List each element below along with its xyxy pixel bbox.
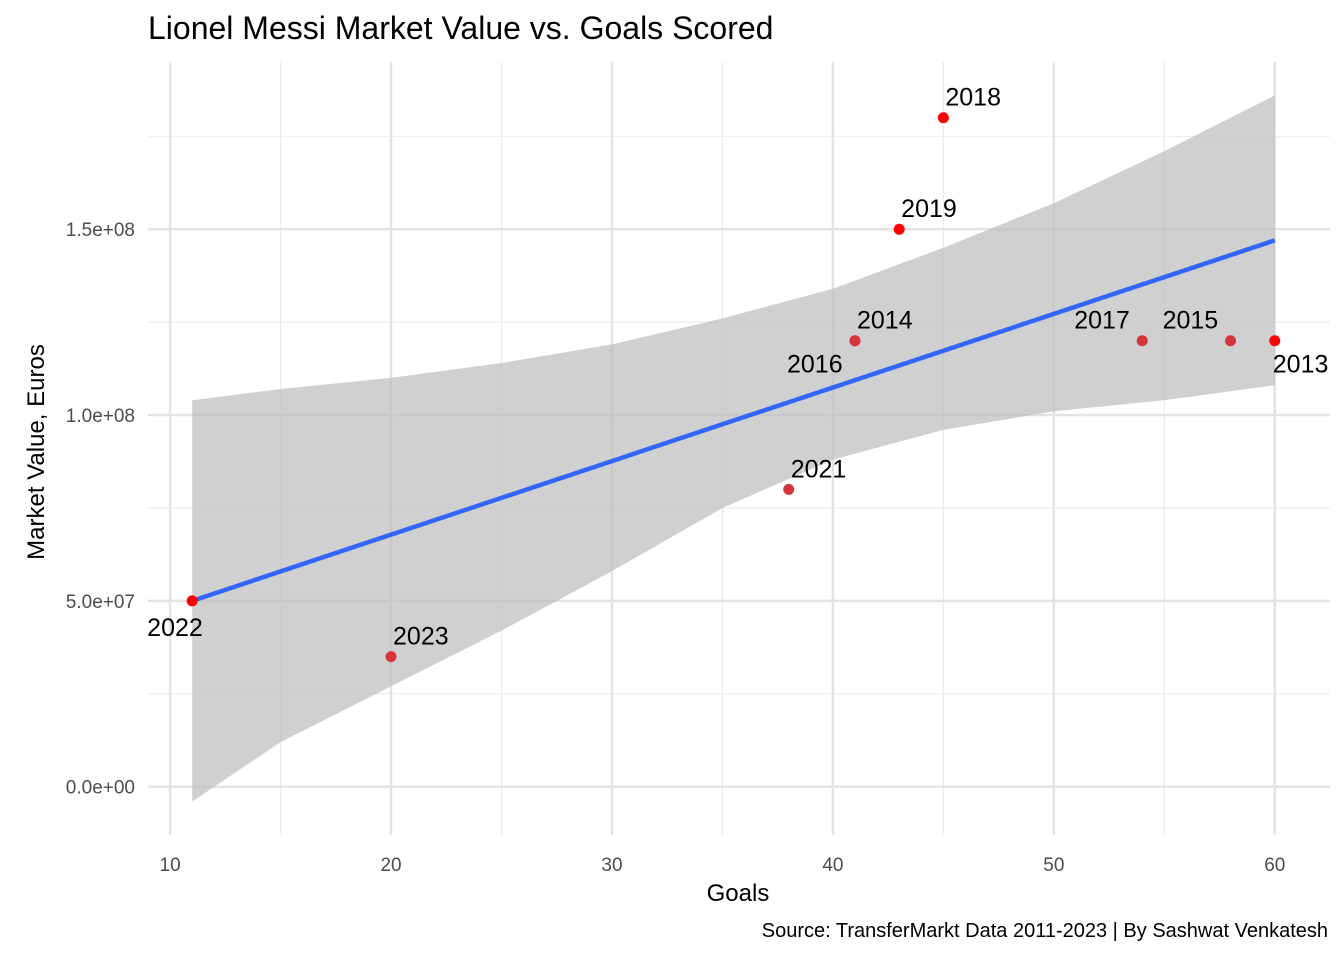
point-label-2021: 2021 [791,455,847,483]
point-label-2017: 2017 [1074,307,1130,335]
confidence-band-layer [192,95,1275,802]
x-tick-label: 50 [1043,855,1064,876]
y-tick-labels: 0.0e+00 5.0e+07 1.0e+08 1.5e+08 [66,220,135,798]
y-tick-label: 0.0e+00 [66,778,135,799]
y-tick-label: 1.5e+08 [66,220,135,241]
point-label-2013: 2013 [1273,351,1329,379]
data-point-2016 [849,335,861,347]
data-point-2018 [937,112,949,124]
point-label-2015: 2015 [1163,307,1219,335]
confidence-band [192,95,1275,802]
trend-line [191,238,1276,604]
point-label-2018: 2018 [945,84,1001,112]
chart-title: Lionel Messi Market Value vs. Goals Scor… [148,10,774,46]
y-axis-title: Market Value, Euros [23,344,50,560]
point-label-2014: 2014 [857,307,913,335]
y-tick-label: 1.0e+08 [66,406,135,427]
point-label-2022: 2022 [147,614,203,642]
chart-caption: Source: TransferMarkt Data 2011-2023 | B… [761,920,1328,942]
x-tick-label: 10 [160,855,181,876]
y-tick-label: 5.0e+07 [66,592,135,613]
data-point-2015 [1225,335,1237,347]
data-point-2013 [1269,335,1281,347]
point-label-2019: 2019 [901,195,957,223]
point-labels: 2013 2014 2015 2016 2017 2018 2019 2021 2022 2023 [147,84,1328,651]
x-tick-label: 20 [380,855,401,876]
data-point-2017 [1136,335,1148,347]
x-tick-label: 60 [1264,855,1285,876]
x-tick-label: 30 [601,855,622,876]
point-label-2016: 2016 [787,351,843,379]
trend-line-layer [191,238,1276,604]
data-point-2023 [385,651,397,663]
x-tick-labels: 10 20 30 40 50 60 [160,855,1286,876]
data-point-2021 [783,483,795,495]
data-point-2022 [186,595,198,607]
x-tick-label: 40 [822,855,843,876]
x-axis-title: Goals [707,880,770,907]
data-point-2019 [893,223,905,235]
data-points [186,112,1281,663]
point-label-2023: 2023 [393,623,449,651]
